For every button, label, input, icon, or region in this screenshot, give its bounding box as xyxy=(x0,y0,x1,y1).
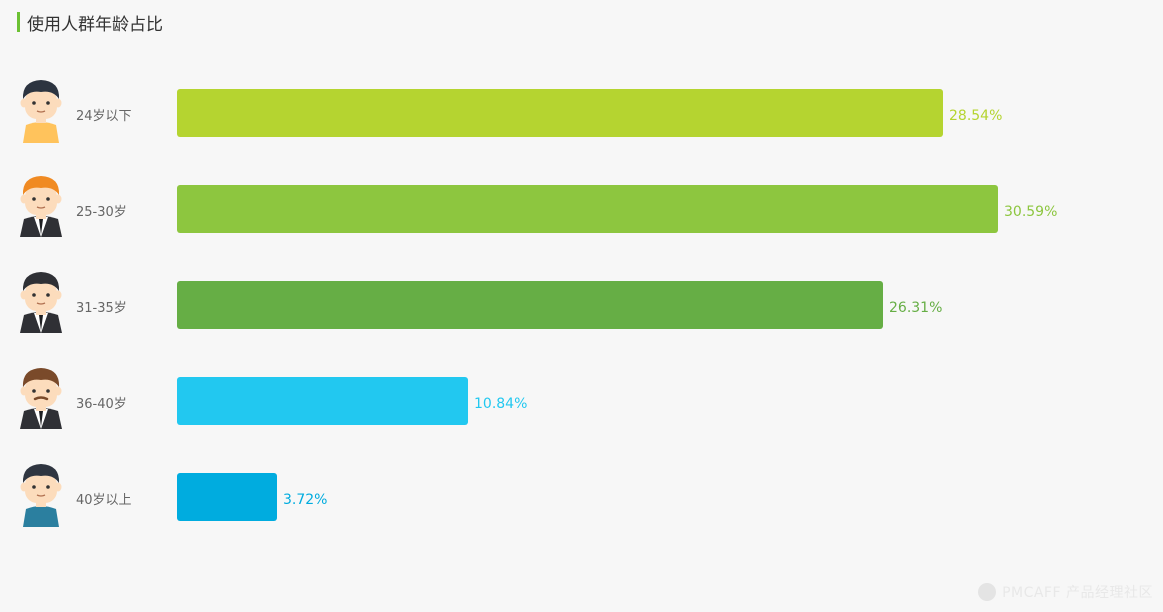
category-label: 40岁以上 xyxy=(76,493,132,508)
suit-man-avatar-icon xyxy=(20,272,62,333)
watermark: PMCAFF 产品经理社区 xyxy=(978,582,1153,602)
value-label: 30.59% xyxy=(1004,204,1057,220)
mustache-man-avatar-icon xyxy=(20,368,62,429)
chart-header: 使用人群年龄占比 xyxy=(17,10,163,35)
bar xyxy=(177,185,998,233)
category-label: 36-40岁 xyxy=(76,397,127,412)
category-label: 24岁以下 xyxy=(76,109,132,124)
title-accent-bar xyxy=(17,12,20,32)
value-label: 28.54% xyxy=(949,108,1002,124)
bar xyxy=(177,473,277,521)
bar xyxy=(177,281,883,329)
bar xyxy=(177,377,468,425)
older-man-avatar-icon xyxy=(20,464,62,527)
category-label: 25-30岁 xyxy=(76,205,127,220)
young-boy-avatar-icon xyxy=(20,80,62,143)
value-label: 3.72% xyxy=(283,492,327,508)
category-label: 31-35岁 xyxy=(76,301,127,316)
chart-title: 使用人群年龄占比 xyxy=(27,14,163,35)
bar xyxy=(177,89,943,137)
watermark-text: PMCAFF 产品经理社区 xyxy=(1002,585,1153,601)
value-label: 26.31% xyxy=(889,300,942,316)
pmcaff-logo-icon xyxy=(978,583,997,601)
value-label: 10.84% xyxy=(474,396,527,412)
ginger-man-avatar-icon xyxy=(20,176,62,237)
